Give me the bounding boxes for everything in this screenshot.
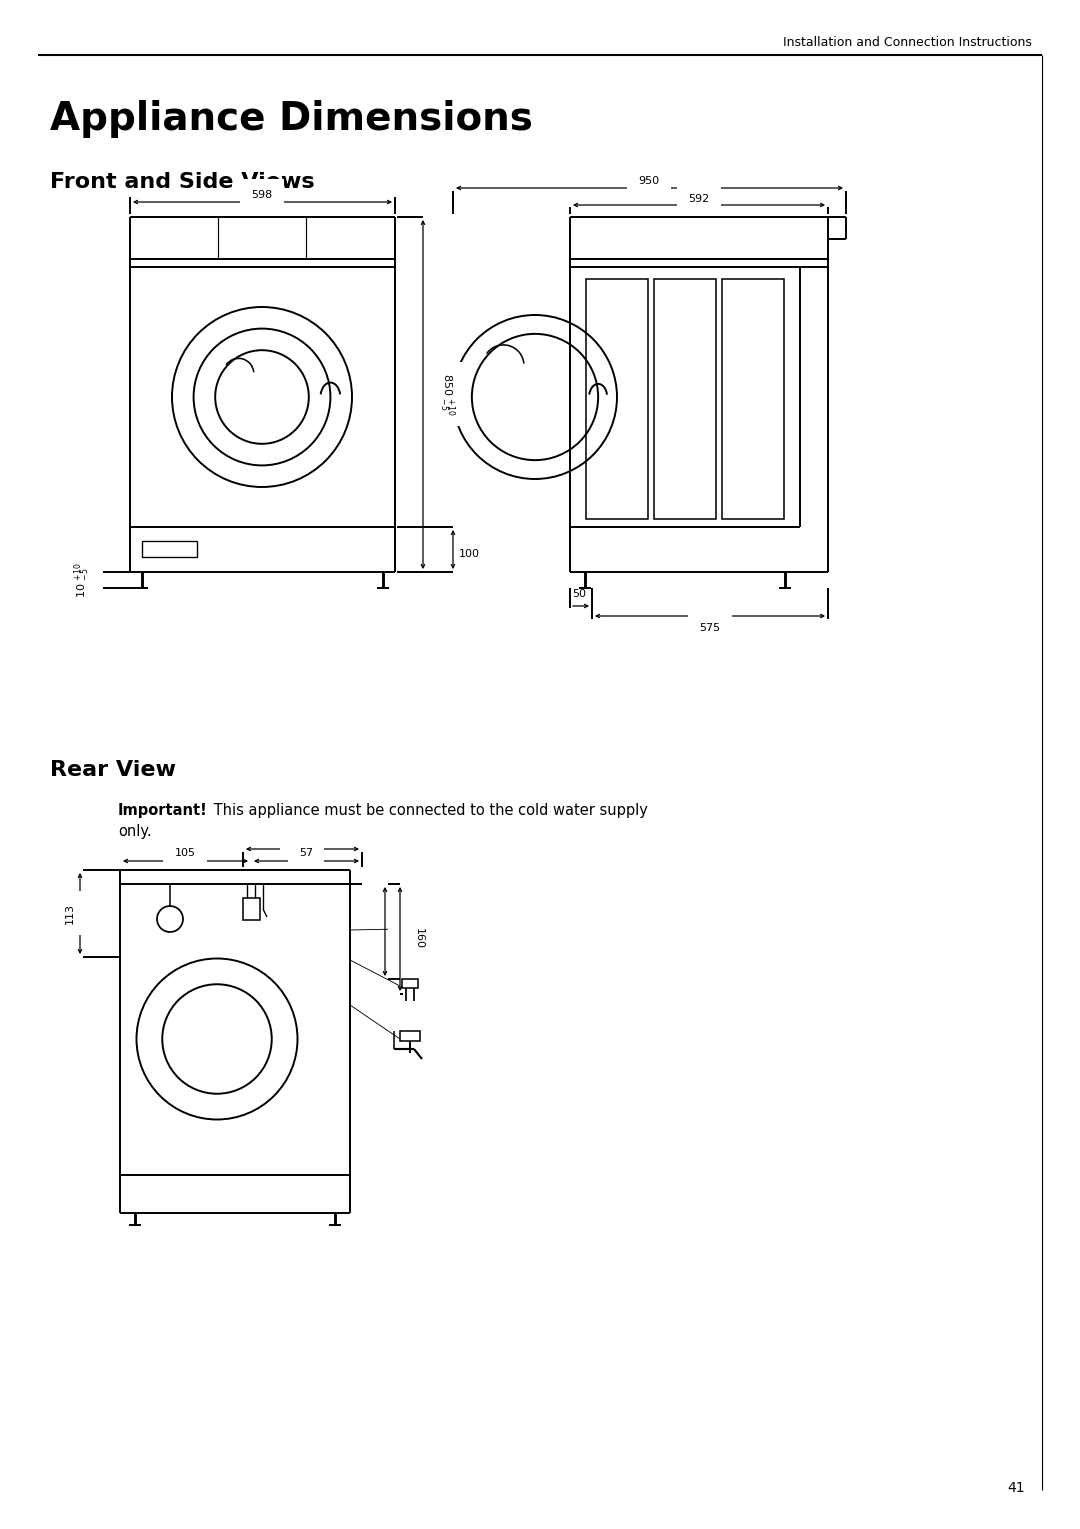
Bar [654,278,716,518]
Text: 598: 598 [252,190,272,200]
Bar [723,278,784,518]
Text: 113: 113 [65,902,75,924]
Text: 41: 41 [1008,1482,1025,1495]
Text: 130: 130 [292,836,312,847]
Text: 100: 100 [459,549,480,560]
Text: This appliance must be connected to the cold water supply: This appliance must be connected to the … [210,803,648,818]
Bar [141,541,197,557]
Text: 850 $^{+10}_{-5}$: 850 $^{+10}_{-5}$ [437,373,457,416]
Bar [243,898,260,920]
Text: Appliance Dimensions: Appliance Dimensions [50,99,532,138]
Text: 105: 105 [175,849,195,858]
Text: 10 $^{+10}_{-5}$: 10 $^{+10}_{-5}$ [72,563,92,598]
Bar [400,1031,420,1041]
Text: 57: 57 [299,849,313,858]
Text: 592: 592 [688,194,710,203]
Text: Important!: Important! [118,803,207,818]
Text: Front and Side Views: Front and Side Views [50,171,314,193]
Text: only.: only. [118,824,151,839]
Text: Installation and Connection Instructions: Installation and Connection Instructions [783,37,1032,49]
Bar [586,278,648,518]
Text: 140: 140 [399,920,409,942]
Bar [402,979,418,988]
Text: 50: 50 [572,589,586,599]
Text: 575: 575 [700,622,720,633]
Text: 160: 160 [414,928,424,950]
Text: 950: 950 [638,176,660,187]
Text: Rear View: Rear View [50,760,176,780]
